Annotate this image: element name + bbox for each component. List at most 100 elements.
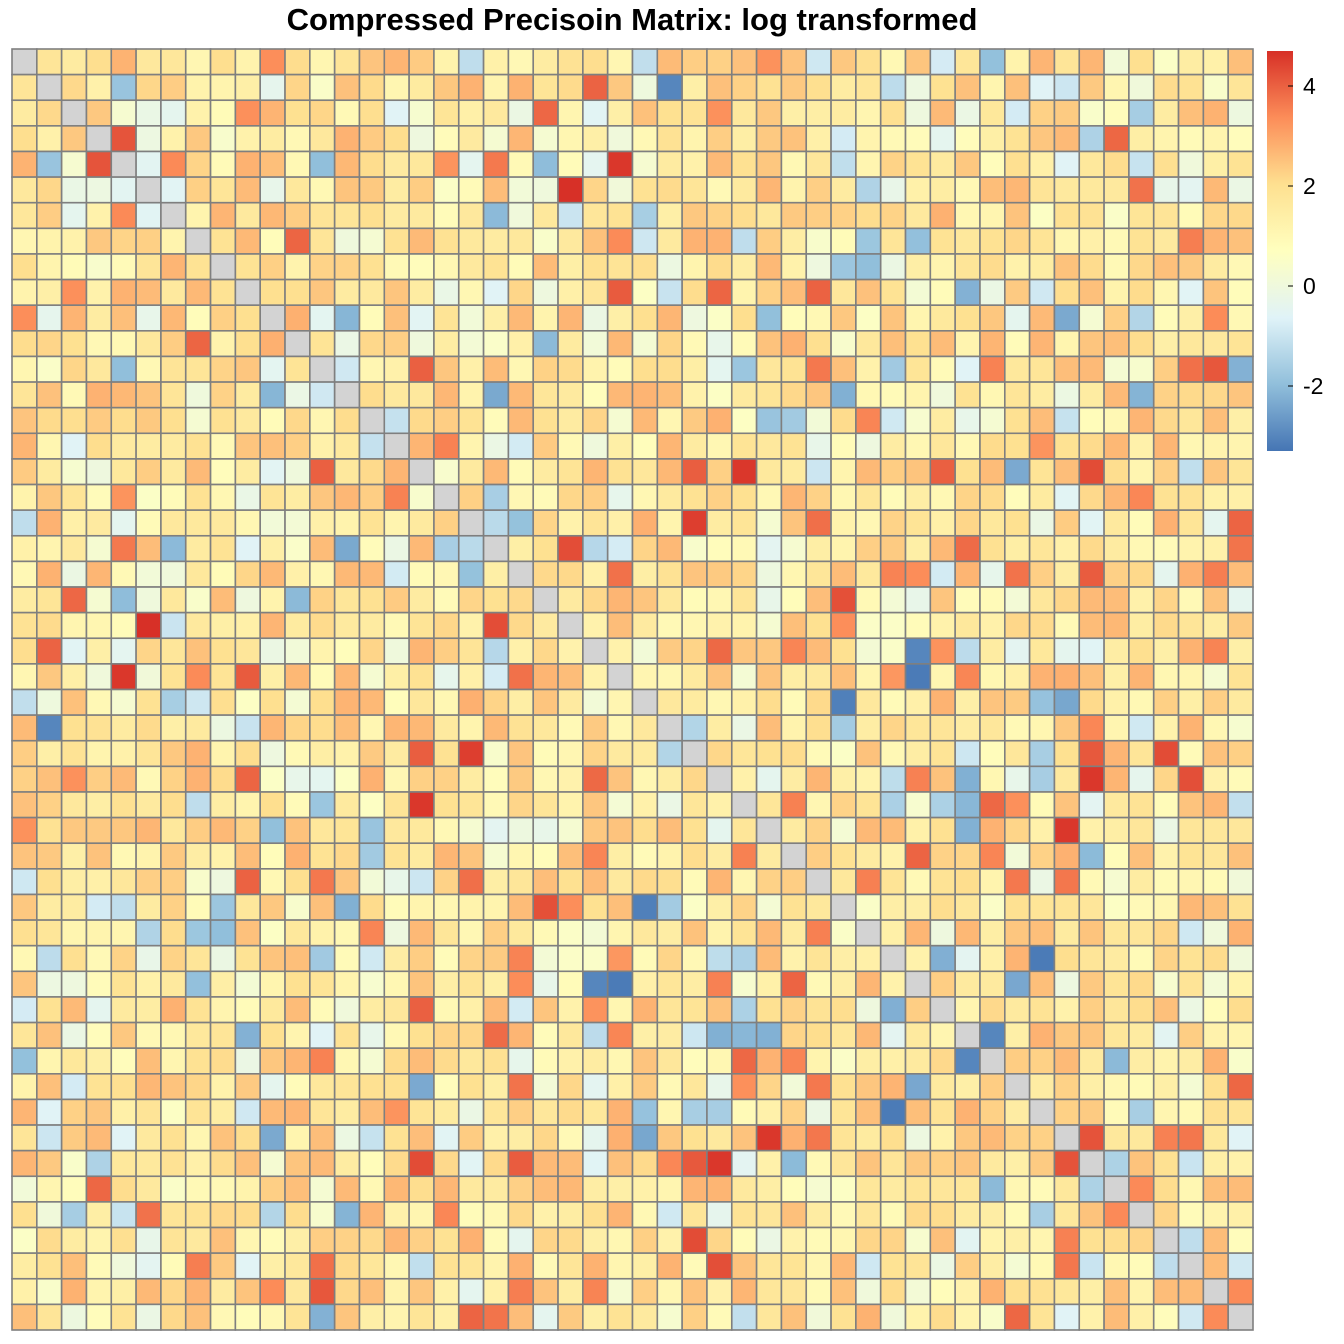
heatmap-cell — [681, 637, 708, 665]
heatmap-cell — [780, 688, 808, 716]
heatmap-cell — [333, 227, 361, 255]
heatmap-cell — [1053, 458, 1081, 486]
heatmap-cell — [681, 663, 708, 691]
heatmap-cell — [184, 1021, 212, 1049]
heatmap-cell — [855, 458, 882, 486]
heatmap-cell — [110, 1201, 137, 1229]
heatmap-cell — [457, 227, 485, 255]
heatmap-cell — [1053, 765, 1081, 793]
heatmap-cell — [656, 1201, 683, 1229]
heatmap-cell — [60, 381, 88, 409]
heatmap-cell — [929, 1303, 956, 1331]
heatmap-cell — [1177, 483, 1205, 511]
heatmap-cell — [457, 1047, 485, 1075]
heatmap-cell — [110, 1252, 137, 1280]
heatmap-cell — [954, 1175, 981, 1203]
heatmap-cell — [855, 150, 882, 178]
heatmap-cell — [184, 381, 212, 409]
heatmap-cell — [805, 355, 832, 383]
heatmap-cell — [433, 534, 460, 563]
heatmap-cell — [259, 816, 286, 845]
heatmap-cell — [1028, 739, 1056, 768]
heatmap-cell — [1028, 509, 1056, 537]
heatmap-cell — [929, 919, 956, 947]
heatmap-cell — [557, 1021, 584, 1049]
heatmap-cell — [1053, 509, 1081, 537]
heatmap-cell — [135, 150, 162, 178]
heatmap-cell — [383, 1201, 410, 1229]
heatmap-cell — [433, 1073, 460, 1101]
heatmap-cell — [259, 893, 286, 921]
heatmap-cell — [656, 227, 683, 255]
heatmap-cell — [209, 739, 237, 768]
heatmap-cell — [383, 1021, 410, 1049]
heatmap-cell — [358, 1226, 386, 1254]
heatmap-cell — [1152, 1047, 1180, 1075]
heatmap-cell — [979, 1277, 1006, 1306]
heatmap-cell — [135, 1303, 162, 1331]
heatmap-cell — [184, 1201, 212, 1229]
heatmap-cell — [1078, 1277, 1105, 1306]
heatmap-cell — [1202, 432, 1229, 460]
heatmap-cell — [383, 611, 410, 640]
heatmap-cell — [879, 406, 907, 435]
heatmap-cell — [1128, 970, 1155, 998]
heatmap-cell — [1053, 791, 1081, 819]
heatmap-cell — [383, 304, 410, 332]
heatmap-cell — [209, 765, 237, 793]
heatmap-cell — [160, 1073, 187, 1101]
heatmap-cell — [284, 944, 311, 973]
heatmap-cell — [1028, 868, 1056, 896]
heatmap-cell — [333, 944, 361, 973]
heatmap-cell — [1103, 970, 1130, 998]
heatmap-cell — [755, 1124, 783, 1152]
heatmap-cell — [85, 1303, 113, 1331]
heatmap-cell — [755, 944, 783, 973]
heatmap-cell — [358, 868, 386, 896]
heatmap-cell — [1103, 1226, 1130, 1254]
heatmap-cell — [234, 432, 262, 460]
heatmap-cell — [830, 355, 857, 383]
heatmap-cell — [904, 816, 932, 845]
heatmap-cell — [85, 1098, 113, 1126]
heatmap-cell — [954, 73, 981, 102]
heatmap-cell — [780, 253, 808, 281]
heatmap-cell — [482, 868, 510, 896]
heatmap-cell — [582, 1201, 609, 1229]
heatmap-cell — [979, 483, 1006, 511]
heatmap-cell — [780, 560, 808, 588]
heatmap-cell — [135, 73, 162, 102]
heatmap-cell — [879, 791, 907, 819]
heatmap-cell — [532, 919, 559, 947]
heatmap-cell — [681, 99, 708, 127]
heatmap-cell — [780, 996, 808, 1024]
heatmap-cell — [135, 278, 162, 306]
heatmap-cell — [309, 688, 336, 716]
heatmap-cell — [259, 1277, 286, 1306]
heatmap-cell — [631, 893, 659, 921]
heatmap-cell — [85, 201, 113, 230]
heatmap-cell — [557, 227, 584, 255]
heatmap-cell — [979, 1124, 1006, 1152]
heatmap-cell — [60, 432, 88, 460]
heatmap-cell — [383, 1175, 410, 1203]
heatmap-cell — [606, 150, 634, 178]
heatmap-cell — [730, 1073, 758, 1101]
heatmap-cell — [706, 509, 733, 537]
heatmap-cell — [1028, 227, 1056, 255]
heatmap-cell — [805, 278, 832, 306]
heatmap-cell — [681, 330, 708, 358]
heatmap-cell — [160, 99, 187, 127]
heatmap-cell — [110, 227, 137, 255]
heatmap-cell — [606, 560, 634, 588]
heatmap-cell — [309, 663, 336, 691]
heatmap-cell — [929, 1073, 956, 1101]
heatmap-cell — [606, 1201, 634, 1229]
heatmap-cell — [11, 1175, 38, 1203]
heatmap-cell — [1152, 227, 1180, 255]
heatmap-cell — [979, 868, 1006, 896]
heatmap-cell — [1103, 406, 1130, 435]
heatmap-cell — [482, 1021, 510, 1049]
heatmap-cell — [730, 842, 758, 870]
heatmap-cell — [507, 560, 535, 588]
